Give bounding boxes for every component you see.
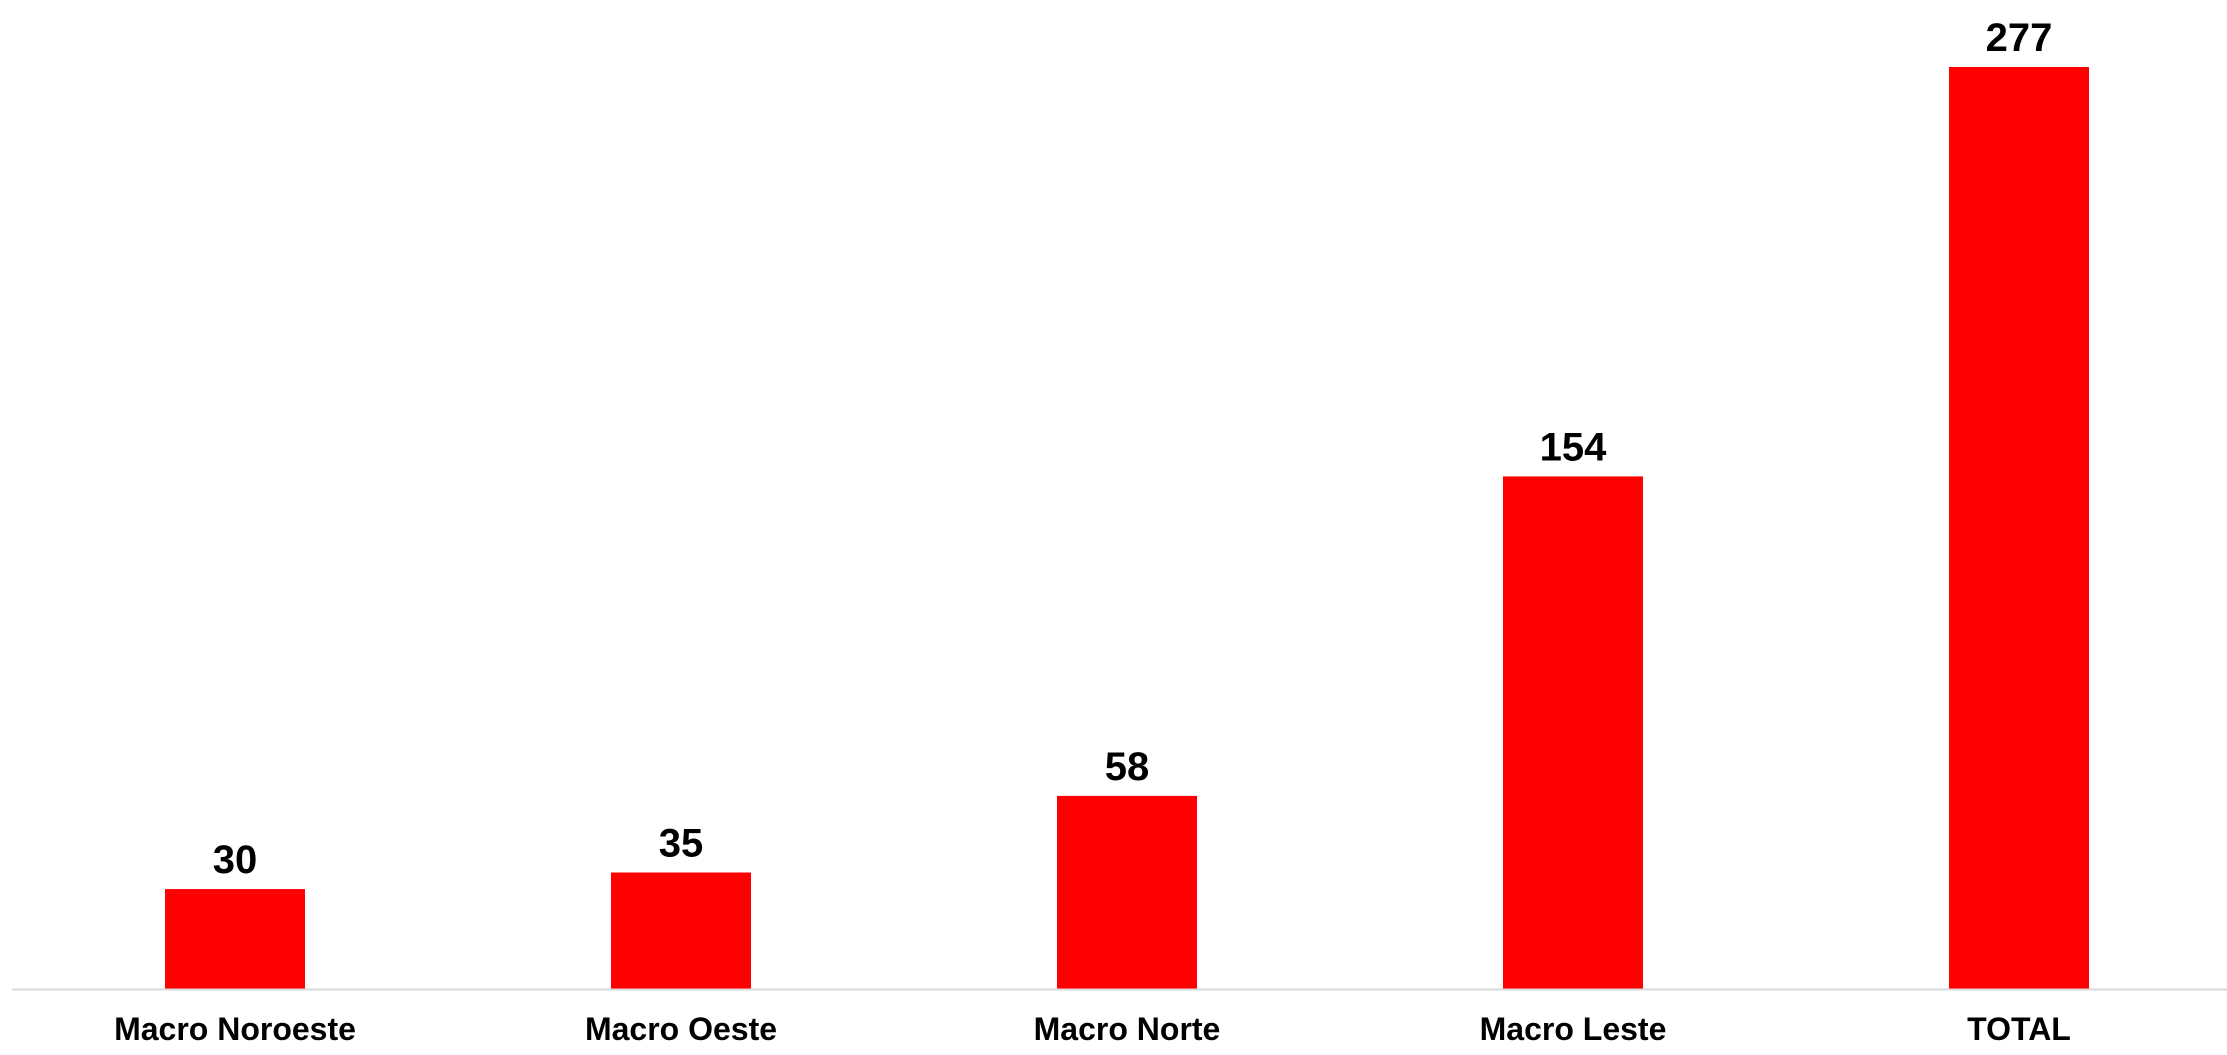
bars-group bbox=[165, 67, 2089, 989]
bar-macro-leste bbox=[1503, 476, 1643, 989]
data-label-macro-oeste: 35 bbox=[659, 822, 704, 866]
data-label-macro-leste: 154 bbox=[1540, 425, 1607, 469]
data-label-macro-noroeste: 30 bbox=[213, 838, 258, 882]
data-label-macro-norte: 58 bbox=[1105, 745, 1150, 789]
category-label-macro-leste: Macro Leste bbox=[1480, 1011, 1667, 1047]
data-label-total: 277 bbox=[1986, 16, 2053, 60]
bar-macro-norte bbox=[1057, 795, 1197, 989]
bar-macro-noroeste bbox=[165, 889, 305, 989]
category-label-macro-norte: Macro Norte bbox=[1034, 1011, 1221, 1047]
category-label-macro-oeste: Macro Oeste bbox=[585, 1011, 777, 1047]
category-labels-group: Macro Noroeste Macro Oeste Macro Norte Macr… bbox=[114, 1011, 2071, 1047]
data-labels-group: 30 35 58 154 277 bbox=[213, 16, 2053, 882]
bar-total bbox=[1949, 67, 2089, 989]
category-label-total: TOTAL bbox=[1967, 1011, 2071, 1047]
category-label-macro-noroeste: Macro Noroeste bbox=[114, 1011, 356, 1047]
bar-macro-oeste bbox=[611, 872, 751, 989]
